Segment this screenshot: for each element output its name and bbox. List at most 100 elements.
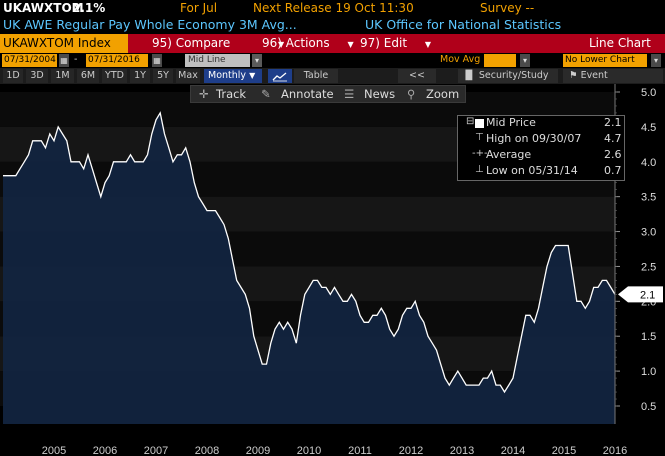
y-tick-label: 3.0 — [641, 227, 656, 239]
frequency-select[interactable]: Monthly ▼ — [204, 69, 262, 83]
survey-label: Survey -- — [480, 1, 535, 15]
command-bar: UKAWXTOM Index 95) Compare ▼ 96) Actions… — [0, 34, 665, 53]
x-tick-label: 2014 — [501, 445, 525, 456]
description-row: UK AWE Regular Pay Whole Economy 3M Avg.… — [0, 17, 665, 34]
x-axis-bg — [0, 424, 665, 456]
x-tick-label: 2005 — [42, 445, 66, 456]
x-tick-label: 2007 — [144, 445, 168, 456]
compare-label: Compare — [175, 36, 231, 50]
series-line — [3, 111, 616, 394]
date-separator: - — [74, 54, 78, 65]
edit-menu[interactable]: 97) Edit ▼ — [360, 34, 431, 53]
pencil-icon: ✎ — [261, 87, 271, 101]
y-tick-label: 5.0 — [641, 87, 656, 99]
mov-avg-label: Mov Avg — [440, 54, 481, 65]
x-tick-label: 2010 — [297, 445, 321, 456]
actions-number: 96) — [262, 36, 282, 50]
y-tick-label: 2.5 — [641, 261, 656, 273]
edit-number: 97) — [360, 36, 380, 50]
series-area — [3, 112, 615, 425]
collapse-button[interactable]: << — [398, 69, 436, 83]
mov-avg-input[interactable] — [484, 54, 516, 67]
period-6m-button[interactable]: 6M — [77, 69, 99, 83]
period-3d-button[interactable]: 3D — [26, 69, 48, 83]
start-date-input[interactable]: 07/31/2004 — [2, 54, 57, 67]
low-value: 0.7 — [604, 164, 622, 177]
annotate-button[interactable]: Annotate — [281, 87, 334, 101]
security-description: UK AWE Regular Pay Whole Economy 3M Avg.… — [3, 17, 297, 32]
period-1m-button[interactable]: 1M — [51, 69, 74, 83]
last-value-label: 2.1 — [618, 286, 663, 303]
edit-dropdown-icon: ▼ — [424, 40, 432, 49]
average-label: Average — [486, 148, 532, 161]
magnifier-icon: ⚲ — [407, 87, 416, 101]
bar-chart-icon: ▐▌ — [462, 71, 476, 81]
compare-menu[interactable]: 95) Compare ▼ — [152, 34, 284, 53]
high-value: 4.7 — [604, 132, 622, 145]
flag-icon: ⚑ — [569, 70, 578, 81]
chart-legend: ⊟ Mid Price 2.1 ⊤ High on 09/30/07 4.7 -… — [457, 115, 625, 181]
range-bar: 07/31/2004 ▦ - 07/31/2016 ▦ Mid Line ▾ M… — [0, 53, 665, 68]
line-chart-icon[interactable] — [268, 69, 292, 83]
x-tick-label: 2011 — [348, 445, 372, 456]
last-value: 2.1% — [72, 1, 106, 15]
x-axis: 2005 2006 2007 2008 2009 2010 2011 2012 2013 2014… — [0, 424, 665, 456]
period-1y-button[interactable]: 1Y — [130, 69, 150, 83]
x-tick-label: 2015 — [552, 445, 576, 456]
legend-average: Average 2.6 — [486, 148, 622, 161]
security-input[interactable]: UKAWXTOM Index — [0, 34, 128, 53]
x-tick-label: 2013 — [450, 445, 474, 456]
event-button[interactable]: ⚑ Event — [563, 69, 663, 83]
event-label: Event — [580, 70, 608, 81]
chart-type-title: Line Chart — [589, 36, 651, 50]
chevron-down-icon[interactable]: ▾ — [651, 54, 661, 67]
period-ytd-button[interactable]: YTD — [102, 69, 127, 83]
period-bar: 1D 3D 1M 6M YTD 1Y 5Y Max Monthly ▼ Tabl… — [0, 68, 665, 84]
calendar-icon[interactable]: ▦ — [59, 54, 69, 67]
last-value-tag — [618, 286, 663, 303]
period-5y-button[interactable]: 5Y — [153, 69, 173, 83]
table-button[interactable]: Table — [294, 69, 338, 83]
lower-chart-select[interactable]: No Lower Chart — [563, 54, 647, 67]
chart-tools-bar: ✛ Track ✎ Annotate ☰ News ⚲ Zoom — [190, 85, 466, 103]
chevron-down-icon: ▼ — [249, 71, 256, 80]
end-date-input[interactable]: 07/31/2016 — [86, 54, 148, 67]
zoom-button[interactable]: Zoom — [426, 87, 460, 101]
mid-price-swatch — [475, 119, 484, 128]
y-tick-label: 1.0 — [641, 366, 656, 378]
high-label: High on 09/30/07 — [486, 132, 582, 145]
period-1d-button[interactable]: 1D — [3, 69, 23, 83]
y-tick-label: 4.5 — [641, 122, 656, 134]
average-marker-icon: -+- — [472, 148, 488, 159]
compare-dropdown-icon: ▼ — [278, 40, 285, 49]
y-tick-label: 0.5 — [641, 401, 656, 413]
calendar-icon[interactable]: ▦ — [152, 54, 162, 67]
legend-low: Low on 05/31/14 0.7 — [486, 164, 622, 177]
average-value: 2.6 — [604, 148, 622, 161]
news-icon: ☰ — [344, 87, 355, 101]
x-tick-label: 2016 — [603, 445, 627, 456]
news-button[interactable]: News — [364, 87, 396, 101]
low-marker-icon: ⊥ — [475, 164, 484, 175]
chevron-down-icon[interactable]: ▾ — [520, 54, 530, 67]
low-label: Low on 05/31/14 — [486, 164, 578, 177]
x-tick-label: 2009 — [246, 445, 270, 456]
period-label: For Jul — [180, 1, 218, 15]
track-button[interactable]: Track — [216, 87, 247, 101]
security-study-button[interactable]: ▐▌ Security/Study — [458, 69, 558, 83]
collapse-icon[interactable]: ⊟ — [466, 116, 475, 127]
y-tick-label: 4.0 — [641, 157, 656, 169]
x-tick-label: 2008 — [195, 445, 219, 456]
ticker-symbol: UKAWXTOM — [3, 1, 84, 15]
chevron-down-icon[interactable]: ▾ — [252, 54, 262, 67]
data-source: UK Office for National Statistics — [365, 17, 562, 32]
x-tick-label: 2012 — [399, 445, 423, 456]
security-study-label: Security/Study — [478, 70, 549, 81]
x-tick-label: 2006 — [93, 445, 117, 456]
actions-menu[interactable]: 96) Actions ▼ — [262, 34, 354, 53]
high-marker-icon: ⊤ — [475, 132, 484, 143]
period-max-button[interactable]: Max — [176, 69, 200, 83]
actions-label: Actions — [285, 36, 330, 50]
legend-high: High on 09/30/07 4.7 — [486, 132, 622, 145]
upper-study-select[interactable]: Mid Line — [185, 54, 250, 67]
